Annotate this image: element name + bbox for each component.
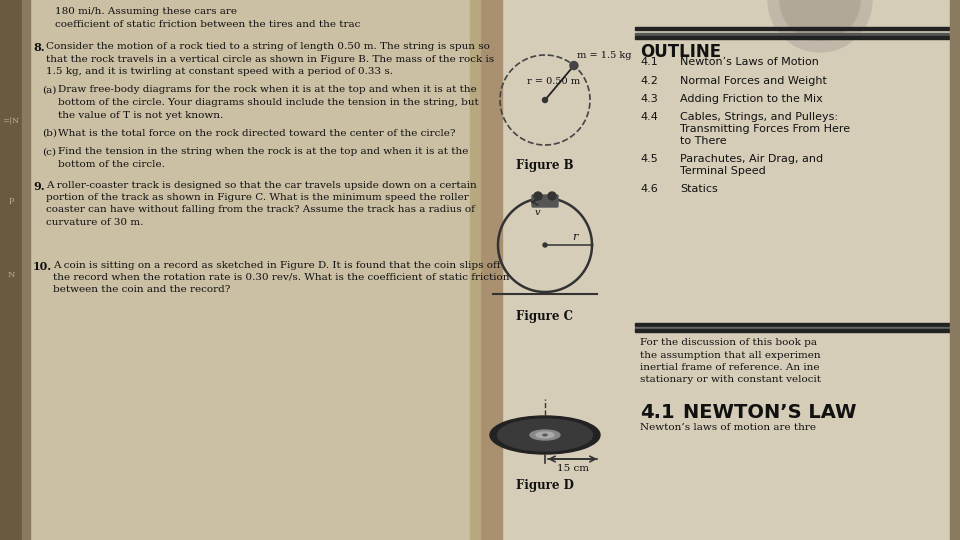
Text: 4.3: 4.3 [640, 94, 658, 104]
Text: coefficient of static friction between the tires and the trac: coefficient of static friction between t… [55, 20, 360, 29]
Text: Terminal Speed: Terminal Speed [680, 165, 766, 176]
Text: 180 mi/h. Assuming these cars are: 180 mi/h. Assuming these cars are [55, 7, 237, 16]
Text: A roller-coaster track is designed so that the car travels upside down on a cert: A roller-coaster track is designed so th… [46, 180, 477, 190]
Bar [635, 322, 955, 326]
Text: bottom of the circle.: bottom of the circle. [58, 160, 165, 169]
Text: Parachutes, Air Drag, and: Parachutes, Air Drag, and [680, 154, 823, 164]
Text: the assumption that all experimen: the assumption that all experimen [640, 350, 821, 360]
Text: NEWTON’S LAW: NEWTON’S LAW [683, 403, 856, 422]
Text: Statics: Statics [680, 184, 718, 194]
Bar [635, 36, 955, 39]
Text: 4.5: 4.5 [640, 154, 658, 164]
Text: (b): (b) [42, 129, 57, 138]
Bar [635, 327, 955, 329]
Bar [22, 0, 30, 540]
Text: portion of the track as shown in Figure C. What is the minimum speed the roller: portion of the track as shown in Figure … [46, 193, 468, 202]
Text: OUTLINE: OUTLINE [640, 43, 721, 61]
Text: coaster can have without falling from the track? Assume the track has a radius o: coaster can have without falling from th… [46, 206, 475, 214]
Text: Consider the motion of a rock tied to a string of length 0.50 m. The string is s: Consider the motion of a rock tied to a … [46, 42, 490, 51]
Text: curvature of 30 m.: curvature of 30 m. [46, 218, 143, 227]
Bar [635, 26, 955, 30]
Text: (c): (c) [42, 147, 56, 157]
Bar [635, 33, 955, 35]
Bar [0, 0, 22, 540]
Text: to There: to There [680, 136, 727, 145]
Text: Figure D: Figure D [516, 479, 574, 492]
Text: inertial frame of reference. An ine: inertial frame of reference. An ine [640, 363, 820, 372]
Text: 4.2: 4.2 [640, 76, 658, 85]
Text: that the rock travels in a vertical circle as shown in Figure B. The mass of the: that the rock travels in a vertical circ… [46, 55, 494, 64]
Text: (a): (a) [42, 85, 57, 94]
Text: Adding Friction to the Mix: Adding Friction to the Mix [680, 94, 823, 104]
Text: stationary or with constant velocit: stationary or with constant velocit [640, 375, 821, 384]
Text: Figure C: Figure C [516, 310, 573, 323]
Text: the value of T is not yet known.: the value of T is not yet known. [58, 111, 224, 119]
Wedge shape [780, 0, 860, 40]
Ellipse shape [530, 430, 560, 440]
Text: Normal Forces and Weight: Normal Forces and Weight [680, 76, 827, 85]
Text: 15 cm: 15 cm [557, 464, 589, 473]
Wedge shape [768, 0, 872, 52]
Circle shape [542, 98, 547, 103]
Text: What is the total force on the rock directed toward the center of the circle?: What is the total force on the rock dire… [58, 129, 455, 138]
Bar [490, 0, 960, 540]
Text: =|N: =|N [2, 116, 19, 124]
Bar [0, 0, 490, 540]
Ellipse shape [497, 419, 592, 451]
Text: Newton’s Laws of Motion: Newton’s Laws of Motion [680, 57, 819, 67]
Text: 4.1: 4.1 [640, 57, 658, 67]
Text: bottom of the circle. Your diagrams should include the tension in the string, bu: bottom of the circle. Your diagrams shou… [58, 98, 479, 107]
Text: 8.: 8. [33, 42, 44, 53]
Text: Newton’s laws of motion are thre: Newton’s laws of motion are thre [640, 423, 816, 432]
Text: For the discussion of this book pa: For the discussion of this book pa [640, 338, 817, 347]
Text: r: r [572, 232, 578, 242]
Circle shape [570, 62, 578, 70]
Text: N: N [8, 271, 14, 279]
Text: 4.6: 4.6 [640, 184, 658, 194]
Text: m = 1.5 kg: m = 1.5 kg [577, 51, 632, 59]
Text: 4.4: 4.4 [640, 112, 658, 123]
Text: 9.: 9. [33, 180, 44, 192]
Ellipse shape [536, 432, 554, 438]
Bar [635, 328, 955, 332]
Bar [950, 0, 960, 540]
Text: Find the tension in the string when the rock is at the top and when it is at the: Find the tension in the string when the … [58, 147, 468, 157]
Circle shape [534, 192, 542, 200]
Text: Draw free-body diagrams for the rock when it is at the top and when it is at the: Draw free-body diagrams for the rock whe… [58, 85, 477, 94]
Text: Transmitting Forces From Here: Transmitting Forces From Here [680, 124, 851, 134]
Text: between the coin and the record?: between the coin and the record? [53, 286, 230, 294]
Text: A coin is sitting on a record as sketched in Figure D. It is found that the coin: A coin is sitting on a record as sketche… [53, 260, 500, 269]
Bar [470, 0, 480, 540]
Ellipse shape [490, 416, 600, 454]
Ellipse shape [543, 434, 547, 436]
Text: Cables, Strings, and Pulleys:: Cables, Strings, and Pulleys: [680, 112, 838, 123]
Text: 1.5 kg, and it is twirling at constant speed with a period of 0.33 s.: 1.5 kg, and it is twirling at constant s… [46, 67, 393, 76]
Text: r = 0.50 m: r = 0.50 m [527, 77, 580, 86]
Text: 4.1: 4.1 [640, 403, 675, 422]
Text: 10.: 10. [33, 260, 52, 272]
Text: Figure B: Figure B [516, 159, 574, 172]
Text: v: v [535, 208, 540, 217]
Circle shape [543, 243, 547, 247]
FancyBboxPatch shape [532, 195, 558, 207]
Bar [478, 0, 502, 540]
Text: p: p [9, 196, 13, 204]
Text: the record when the rotation rate is 0.30 rev/s. What is the coefficient of stat: the record when the rotation rate is 0.3… [53, 273, 510, 282]
Circle shape [548, 192, 556, 200]
